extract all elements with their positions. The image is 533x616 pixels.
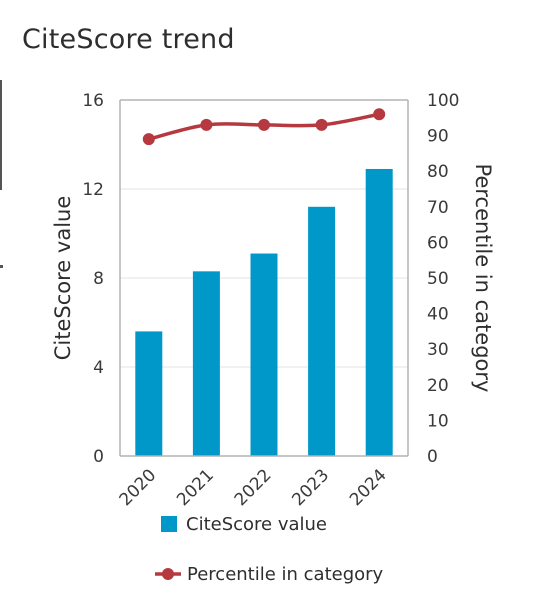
right-tick-label: 50 — [427, 269, 449, 289]
right-tick-label: 80 — [427, 162, 449, 182]
axes: CiteScore value Percentile in category — [51, 99, 495, 457]
percentile-point-2024 — [373, 108, 386, 121]
right-tick-label: 90 — [427, 127, 449, 147]
bar-2024 — [365, 168, 393, 456]
left-tick-label: 8 — [93, 269, 104, 289]
x-tick-label: 2023 — [288, 465, 333, 510]
right-tick-label: 100 — [427, 91, 459, 111]
percentile-point-2022 — [258, 118, 270, 131]
x-tick-label: 2024 — [346, 465, 391, 510]
legend-swatch-point — [162, 568, 174, 580]
bar-2020 — [135, 331, 163, 456]
line-series — [142, 108, 386, 146]
legend-label-citescore: CiteScore value — [186, 514, 327, 535]
left-tick-label: 4 — [93, 358, 104, 378]
percentile-point-2020 — [142, 133, 155, 146]
x-tick-label: 2021 — [173, 465, 218, 510]
x-tick-label: 2022 — [231, 465, 276, 510]
left-tick-label: 0 — [93, 447, 104, 467]
bar-series — [135, 168, 393, 456]
right-tick-label: 10 — [427, 411, 449, 431]
right-tick-label: 40 — [427, 305, 449, 325]
left-axis-title: CiteScore value — [51, 196, 75, 361]
left-tick-label: 16 — [82, 91, 104, 111]
x-tick-label: 2020 — [116, 465, 161, 510]
legend-swatch-bar — [161, 516, 177, 532]
chart-title: CiteScore trend — [22, 24, 235, 55]
right-axis-title: Percentile in category — [471, 164, 495, 393]
legend: CiteScore value Percentile in category — [155, 514, 384, 585]
percentile-point-2023 — [315, 118, 328, 131]
left-tick-label: 12 — [82, 180, 104, 200]
right-tick-label: 60 — [427, 233, 449, 253]
percentile-point-2021 — [200, 118, 213, 131]
right-tick-label: 70 — [427, 198, 449, 218]
left-edge-marker — [0, 80, 2, 190]
bar-2022 — [250, 253, 278, 456]
bar-2021 — [192, 271, 220, 456]
right-tick-label: 30 — [427, 340, 449, 360]
right-tick-label: 0 — [427, 447, 438, 467]
right-tick-label: 20 — [427, 376, 449, 396]
bar-2023 — [308, 206, 336, 456]
legend-label-percentile: Percentile in category — [187, 564, 384, 585]
left-edge-dot — [0, 265, 3, 268]
